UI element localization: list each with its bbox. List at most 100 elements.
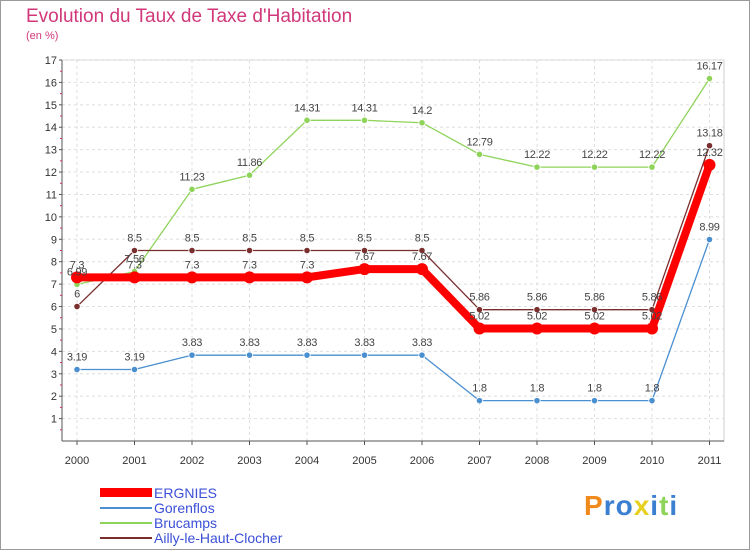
data-label-gorenflos: 3.83 xyxy=(354,337,374,349)
data-label-gorenflos: 1.8 xyxy=(587,383,602,395)
y-tick-label: 16 xyxy=(45,77,57,89)
y-tick-label: 1 xyxy=(51,414,57,426)
y-tick-label: 5 xyxy=(51,324,57,336)
unit-label: (en %) xyxy=(26,30,59,42)
data-point-ailly-le-haut-clocher xyxy=(590,306,599,314)
y-tick-label: 3 xyxy=(51,369,57,381)
data-label-ailly-le-haut-clocher: 5.86 xyxy=(469,292,489,304)
series-line-brucamps xyxy=(76,77,711,285)
data-point-gorenflos xyxy=(705,235,714,244)
data-point-ergnies xyxy=(243,271,256,284)
legend-swatch-ergnies xyxy=(100,488,152,497)
x-tick-label: 2011 xyxy=(698,455,722,467)
data-label-brucamps: 12.22 xyxy=(639,149,665,161)
data-point-ailly-le-haut-clocher xyxy=(245,246,254,255)
logo-letter: t xyxy=(659,490,670,521)
data-label-brucamps: 11.23 xyxy=(179,171,204,183)
data-point-ergnies xyxy=(416,263,428,276)
data-label-brucamps: 12.22 xyxy=(524,149,550,161)
data-label-ergnies: 5.02 xyxy=(527,310,547,322)
data-point-gorenflos xyxy=(475,397,484,405)
series-line-ergnies xyxy=(73,160,714,333)
data-point-brucamps xyxy=(360,116,369,124)
data-label-brucamps: 14.31 xyxy=(294,102,320,114)
data-label-ergnies: 5.02 xyxy=(642,310,662,322)
data-point-gorenflos xyxy=(418,351,426,359)
data-label-gorenflos: 1.8 xyxy=(645,383,660,395)
data-label-gorenflos: 1.8 xyxy=(530,383,545,395)
data-label-brucamps: 14.31 xyxy=(351,102,377,114)
data-point-ailly-le-haut-clocher xyxy=(418,246,426,255)
data-point-gorenflos xyxy=(130,365,139,374)
series-line-ailly-le-haut-clocher xyxy=(76,144,711,311)
data-label-ergnies: 7.67 xyxy=(354,251,374,263)
data-label-ergnies: 5.02 xyxy=(469,310,489,322)
legend-label-ailly: Ailly-le-Haut-Clocher xyxy=(154,530,283,546)
data-label-ergnies: 5.02 xyxy=(584,310,604,322)
logo-letter: x xyxy=(633,490,651,521)
legend-label-gorenflos: Gorenflos xyxy=(154,500,215,516)
x-tick-label: 2009 xyxy=(582,455,606,467)
y-tick-label: 11 xyxy=(46,189,57,201)
data-point-gorenflos xyxy=(533,397,541,405)
data-point-ergnies xyxy=(186,271,198,284)
data-label-ailly-le-haut-clocher: 5.86 xyxy=(527,292,547,304)
data-label-ailly-le-haut-clocher: 8.5 xyxy=(415,233,430,245)
data-label-ailly-le-haut-clocher: 6 xyxy=(74,289,80,301)
data-point-ergnies xyxy=(301,271,313,284)
x-tick-label: 2006 xyxy=(410,455,434,467)
data-label-ailly-le-haut-clocher: 8.5 xyxy=(357,233,372,245)
data-label-ergnies: 7.3 xyxy=(300,259,315,271)
x-tick-label: 2008 xyxy=(525,455,549,467)
data-label-gorenflos: 3.83 xyxy=(239,337,259,349)
y-tick-label: 14 xyxy=(45,122,57,134)
data-point-ailly-le-haut-clocher xyxy=(130,246,139,255)
data-label-ergnies: 7.3 xyxy=(127,259,142,271)
data-point-ergnies xyxy=(71,271,83,284)
data-point-gorenflos xyxy=(590,397,599,405)
x-tick-label: 2001 xyxy=(122,455,146,467)
data-label-ergnies: 7.3 xyxy=(242,259,257,271)
y-tick-label: 10 xyxy=(45,212,57,224)
chart-title: Evolution du Taux de Taxe d'Habitation xyxy=(26,6,353,27)
data-point-ailly-le-haut-clocher xyxy=(188,246,196,255)
legend-label-ergnies: ERGNIES xyxy=(154,485,218,501)
data-label-ergnies: 12.32 xyxy=(696,147,722,159)
data-label-brucamps: 16.17 xyxy=(696,61,722,73)
logo-letter: i xyxy=(650,490,660,521)
data-label-ailly-le-haut-clocher: 8.5 xyxy=(185,233,200,245)
y-tick-label: 8 xyxy=(51,257,57,269)
data-label-gorenflos: 3.83 xyxy=(412,337,432,349)
data-point-brucamps xyxy=(533,163,541,171)
x-tick-label: 2004 xyxy=(295,455,319,467)
data-point-ailly-le-haut-clocher xyxy=(705,142,714,150)
logo-letter: r xyxy=(603,490,616,521)
data-point-brucamps xyxy=(245,171,254,179)
data-point-ailly-le-haut-clocher xyxy=(533,306,541,314)
data-point-ergnies xyxy=(531,322,543,335)
data-label-ergnies: 7.67 xyxy=(412,251,432,263)
data-point-ergnies xyxy=(128,271,141,284)
y-tick-label: 12 xyxy=(45,167,57,179)
data-label-ergnies: 7.3 xyxy=(70,259,85,271)
x-tick-label: 2002 xyxy=(180,455,204,467)
data-label-gorenflos: 3.19 xyxy=(124,352,144,364)
x-tick-label: 2005 xyxy=(352,455,376,467)
legend-swatch-brucamps xyxy=(100,522,152,524)
data-label-gorenflos: 1.8 xyxy=(472,383,487,395)
data-point-gorenflos xyxy=(360,351,369,359)
data-label-brucamps: 7.56 xyxy=(124,254,144,266)
x-tick-label: 2007 xyxy=(467,455,491,467)
data-point-ergnies xyxy=(473,322,486,335)
y-tick-label: 6 xyxy=(51,302,57,314)
data-label-ergnies: 7.3 xyxy=(185,259,200,271)
data-label-brucamps: 12.22 xyxy=(581,149,607,161)
proxiti-logo: Proxiti xyxy=(584,490,678,522)
legend-swatch-ailly xyxy=(100,537,152,539)
data-label-gorenflos: 8.99 xyxy=(699,222,719,234)
data-point-brucamps xyxy=(418,119,426,127)
y-tick-label: 9 xyxy=(51,234,57,246)
data-point-ailly-le-haut-clocher xyxy=(360,246,369,255)
